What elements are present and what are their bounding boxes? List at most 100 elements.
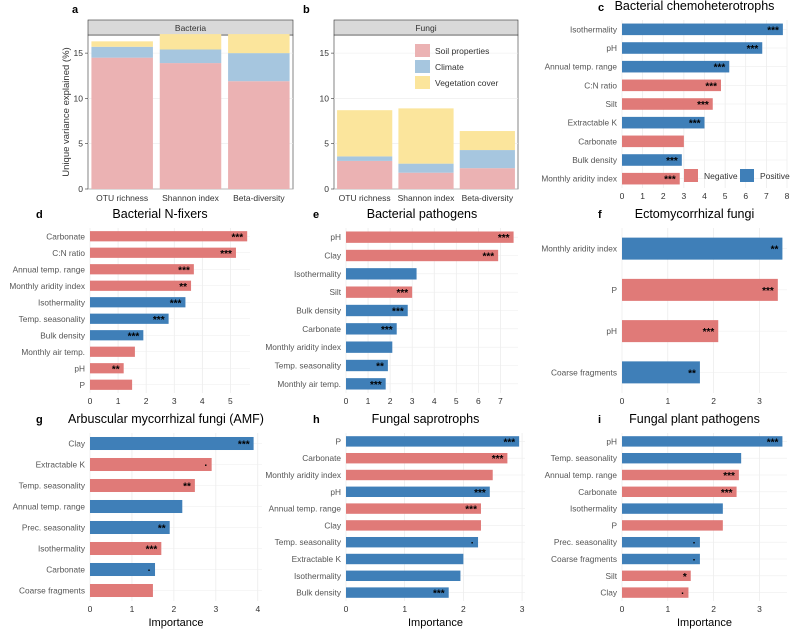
negative-importance-bar: [622, 79, 721, 92]
predictor-label: Clay: [324, 251, 341, 261]
predictor-label: Coarse fragments: [551, 554, 617, 564]
significance-label: **: [112, 364, 120, 375]
predictor-label: pH: [330, 487, 341, 497]
significance-label: ·: [148, 566, 151, 577]
significance-label: *: [683, 572, 687, 583]
predictor-label: C:N ratio: [584, 80, 617, 90]
predictor-label: pH: [606, 43, 617, 53]
significance-label: ·: [693, 538, 696, 549]
stacked-bar-vegetation-cover: [91, 41, 153, 47]
x-tick-label: 7: [764, 191, 769, 201]
significance-label: ***: [381, 325, 393, 336]
x-tick-label: 4: [702, 191, 707, 201]
x-axis-label: Importance: [408, 617, 463, 629]
predictor-label: Isothermality: [294, 269, 342, 279]
panel-letter: i: [598, 414, 601, 426]
significance-label: ***: [703, 327, 715, 338]
panel-letter: c: [598, 2, 604, 14]
stacked-bar-soil-properties: [337, 160, 393, 189]
significance-label: **: [179, 282, 187, 293]
significance-label: ***: [153, 315, 165, 326]
panel-title: Fungal saprotrophs: [372, 412, 480, 426]
predictor-label: Prec. seasonality: [554, 537, 618, 547]
significance-label: ***: [482, 252, 494, 263]
predictor-label: Carbonate: [46, 565, 85, 575]
negative-importance-bar: [346, 249, 499, 262]
y-tick-label: 10: [320, 93, 330, 103]
stacked-bar-vegetation-cover: [459, 131, 515, 151]
positive-importance-bar: [622, 116, 705, 129]
stacked-bar-climate: [337, 156, 393, 161]
x-tick-label: 2: [711, 396, 716, 406]
x-tick-label: 2: [711, 604, 716, 614]
x-tick-label: 8: [785, 191, 790, 201]
predictor-label: Bulk density: [40, 330, 86, 340]
x-tick-label: 3: [172, 396, 177, 406]
negative-importance-bar: [622, 135, 684, 148]
predictor-label: P: [611, 285, 617, 295]
predictor-label: Prec. seasonality: [22, 523, 86, 533]
legend-swatch: [415, 44, 430, 57]
significance-label: ***: [433, 589, 445, 600]
predictor-label: Carbonate: [578, 136, 617, 146]
x-tick-label: 1: [402, 604, 407, 614]
significance-label: **: [376, 362, 384, 373]
y-tick-label: 0: [78, 184, 83, 194]
x-category-label: OTU richness: [339, 193, 391, 203]
predictor-label: Monthly air temp.: [21, 347, 85, 357]
positive-importance-bar: [90, 297, 186, 308]
legend-label: Soil properties: [435, 46, 489, 56]
x-tick-label: 0: [620, 191, 625, 201]
predictor-label: Bulk density: [296, 306, 342, 316]
negative-importance-bar: [622, 278, 778, 301]
y-axis-label: Unique variance explained (%): [61, 47, 72, 176]
significance-label: ***: [178, 265, 190, 276]
y-tick-label: 5: [324, 139, 329, 149]
positive-importance-bar: [622, 154, 682, 166]
x-tick-label: 0: [344, 396, 349, 406]
significance-label: **: [771, 245, 779, 256]
stacked-bar-soil-properties: [398, 172, 454, 189]
x-tick-label: 1: [640, 191, 645, 201]
positive-importance-bar: [346, 359, 388, 372]
panel-letter: h: [313, 414, 320, 426]
positive-importance-bar: [622, 452, 742, 464]
x-tick-label: 3: [410, 396, 415, 406]
y-tick-label: 0: [324, 184, 329, 194]
panel-title: Fungal plant pathogens: [629, 412, 760, 426]
positive-importance-bar: [622, 237, 783, 260]
predictor-label: Extractable K: [568, 118, 618, 128]
predictor-label: Clay: [324, 520, 341, 530]
predictor-label: P: [335, 436, 341, 446]
negative-importance-bar: [622, 320, 719, 343]
positive-importance-bar: [622, 436, 783, 447]
panel-title: Ectomycorrhizal fungi: [635, 207, 755, 221]
predictor-label: Temp. seasonality: [19, 481, 86, 491]
x-tick-label: 0: [88, 604, 93, 614]
x-tick-label: 6: [743, 191, 748, 201]
x-category-label: Beta-diversity: [233, 193, 285, 203]
x-axis-label: Importance: [148, 617, 203, 629]
positive-importance-bar: [346, 341, 393, 353]
facet-header: [333, 19, 519, 36]
significance-label: ***: [465, 505, 477, 516]
negative-importance-bar: [90, 264, 194, 275]
positive-importance-bar: [346, 436, 520, 447]
panel-letter: f: [598, 209, 602, 221]
x-tick-label: 0: [88, 396, 93, 406]
positive-importance-bar: [346, 486, 490, 498]
significance-label: ***: [666, 156, 678, 167]
positive-importance-bar: [622, 23, 783, 36]
x-category-label: Shannon index: [398, 193, 455, 203]
positive-importance-bar: [622, 503, 723, 514]
x-tick-label: 3: [757, 604, 762, 614]
panel-letter: d: [36, 209, 43, 221]
predictor-label: Temp. seasonality: [19, 314, 86, 324]
x-tick-label: 5: [454, 396, 459, 406]
y-tick-label: 10: [74, 93, 84, 103]
x-tick-label: 3: [757, 396, 762, 406]
x-tick-label: 2: [172, 604, 177, 614]
x-category-label: OTU richness: [96, 193, 148, 203]
positive-importance-bar: [622, 536, 700, 548]
